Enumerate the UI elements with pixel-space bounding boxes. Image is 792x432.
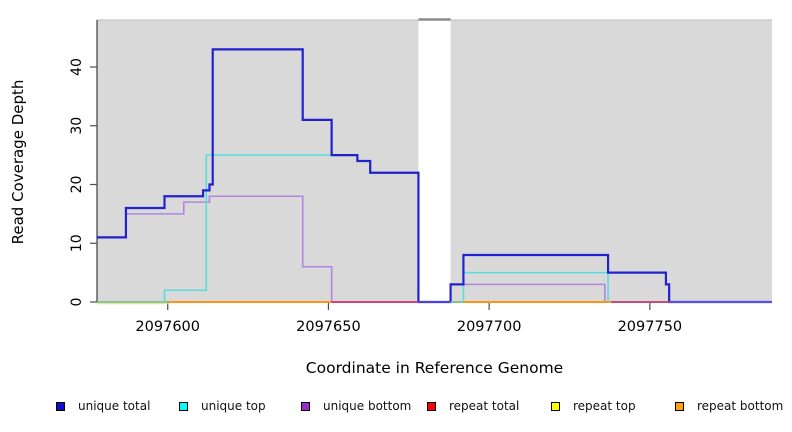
legend-item-repeat-bottom: repeat bottom [675,398,783,414]
y-axis-title: Read Coverage Depth [9,79,27,245]
x-axis-title: Coordinate in Reference Genome [305,359,564,377]
legend-item-unique-total: unique total [56,398,150,414]
legend-label: unique top [201,399,266,413]
legend-swatch-icon [179,401,188,411]
legend-item-unique-top: unique top [179,398,266,414]
y-tick-label: 20 [69,176,85,194]
alignment-gap [418,19,451,302]
x-tick-label: 2097750 [618,319,683,335]
legend-item-repeat-total: repeat total [427,398,519,414]
series-unique-bottom [97,195,772,303]
y-tick-label: 0 [69,298,85,307]
legend-item-unique-bottom: unique bottom [301,398,411,414]
legend-swatch-icon [56,401,65,411]
y-tick-label: 10 [69,234,85,252]
legend-label: repeat top [573,399,636,413]
x-tick-label: 2097650 [296,319,361,335]
legend: unique total unique top unique bottom repea… [0,398,792,418]
legend-swatch-icon [551,401,560,411]
legend-item-repeat-top: repeat top [551,398,636,414]
legend-label: repeat total [449,399,520,413]
x-tick-label: 2097600 [135,319,200,335]
legend-swatch-icon [427,401,436,411]
series-unique-total [97,48,772,304]
y-tick-label: 30 [69,117,85,135]
legend-label: unique total [78,399,151,413]
legend-label: repeat bottom [697,399,784,413]
legend-swatch-icon [675,401,684,411]
x-tick-label: 2097700 [457,319,522,335]
legend-swatch-icon [301,401,310,411]
y-tick-label: 40 [69,58,85,76]
legend-label: unique bottom [323,399,412,413]
